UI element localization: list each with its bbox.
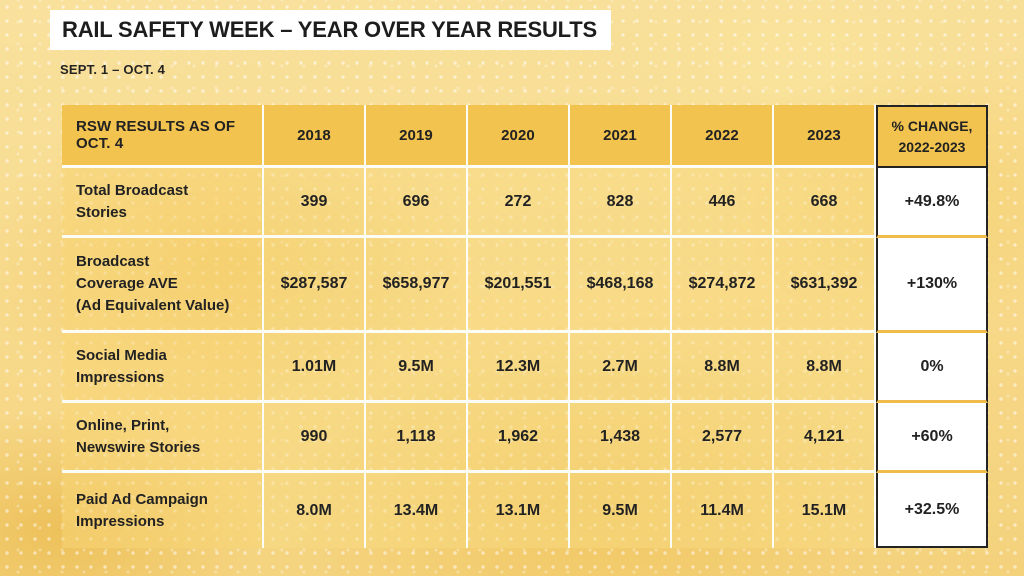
value-cell: 1.01M (264, 333, 366, 403)
change-value: 0% (876, 333, 988, 403)
date-range: SEPT. 1 – OCT. 4 (60, 62, 166, 77)
value-cell: $468,168 (570, 238, 672, 333)
value-cell: 8.0M (264, 473, 366, 548)
change-value: +60% (876, 403, 988, 473)
change-value: +32.5% (876, 473, 988, 548)
page-title: RAIL SAFETY WEEK – YEAR OVER YEAR RESULT… (62, 17, 597, 42)
value-cell: $287,587 (264, 238, 366, 333)
value-cell: 9.5M (366, 333, 468, 403)
row-label: Paid Ad Campaign Impressions (62, 473, 264, 548)
value-cell: 15.1M (774, 473, 876, 548)
value-cell: $631,392 (774, 238, 876, 333)
value-cell: $201,551 (468, 238, 570, 333)
page-content: RAIL SAFETY WEEK – YEAR OVER YEAR RESULT… (50, 10, 988, 548)
value-cell: 1,438 (570, 403, 672, 473)
value-cell: 9.5M (570, 473, 672, 548)
value-cell: 1,962 (468, 403, 570, 473)
value-cell: $274,872 (672, 238, 774, 333)
value-cell: 2,577 (672, 403, 774, 473)
value-cell: 11.4M (672, 473, 774, 548)
column-header-2022: 2022 (672, 105, 774, 168)
row-label: Total Broadcast Stories (62, 168, 264, 238)
value-cell: 13.1M (468, 473, 570, 548)
column-header-2023: 2023 (774, 105, 876, 168)
change-column-header: % CHANGE, 2022-2023 (876, 105, 988, 168)
column-header-2021: 2021 (570, 105, 672, 168)
row-label: Broadcast Coverage AVE (Ad Equivalent Va… (62, 238, 264, 333)
value-cell: 990 (264, 403, 366, 473)
change-value: +49.8% (876, 168, 988, 238)
value-cell: 12.3M (468, 333, 570, 403)
value-cell: 272 (468, 168, 570, 238)
results-table: RSW RESULTS AS OF OCT. 4 2018 2019 2020 … (62, 105, 988, 548)
title-banner: RAIL SAFETY WEEK – YEAR OVER YEAR RESULT… (50, 10, 611, 50)
value-cell: 8.8M (774, 333, 876, 403)
value-cell: 4,121 (774, 403, 876, 473)
value-cell: 1,118 (366, 403, 468, 473)
value-cell: 696 (366, 168, 468, 238)
value-cell: 399 (264, 168, 366, 238)
table-corner-header: RSW RESULTS AS OF OCT. 4 (62, 105, 264, 168)
change-value: +130% (876, 238, 988, 333)
column-header-2020: 2020 (468, 105, 570, 168)
value-cell: 8.8M (672, 333, 774, 403)
value-cell: 446 (672, 168, 774, 238)
row-label: Social Media Impressions (62, 333, 264, 403)
row-label: Online, Print, Newswire Stories (62, 403, 264, 473)
value-cell: 668 (774, 168, 876, 238)
value-cell: $658,977 (366, 238, 468, 333)
column-header-2019: 2019 (366, 105, 468, 168)
column-header-2018: 2018 (264, 105, 366, 168)
value-cell: 13.4M (366, 473, 468, 548)
value-cell: 828 (570, 168, 672, 238)
value-cell: 2.7M (570, 333, 672, 403)
